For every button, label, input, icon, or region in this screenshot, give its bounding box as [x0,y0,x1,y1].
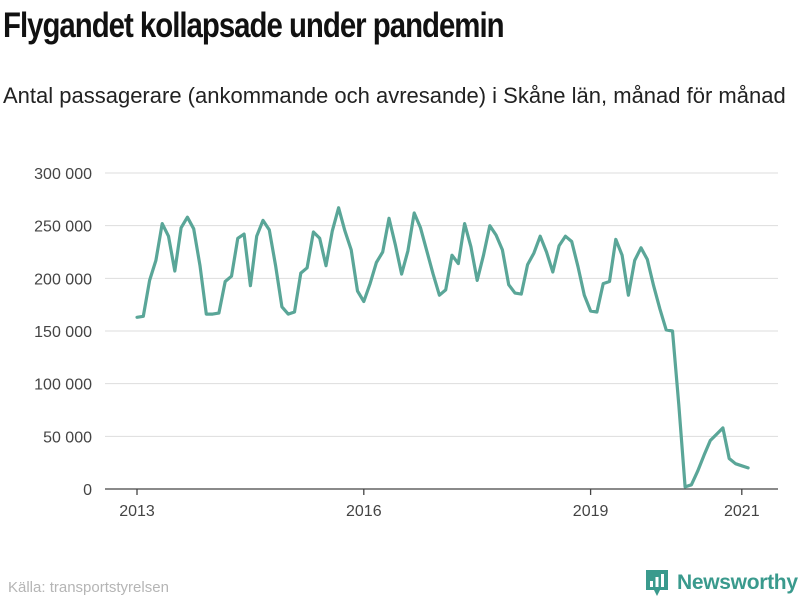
brand-name: Newsworthy [677,571,798,594]
x-tick-label: 2016 [346,503,382,520]
chart-subtitle: Antal passagerare (ankommande och avresa… [3,83,786,108]
newsworthy-icon [646,570,668,596]
x-axis-labels: 2013 2016 2019 2021 [119,503,759,520]
y-tick-label: 0 [83,482,92,499]
y-tick-label: 300 000 [34,166,92,183]
y-tick-label: 50 000 [43,429,92,446]
chart-title: Flygandet kollapsade under pandemin [3,6,505,45]
series-group [135,206,750,489]
x-tick-label: 2013 [119,503,155,520]
y-tick-label: 200 000 [34,271,92,288]
x-tick-label: 2021 [724,503,760,520]
y-tick-label: 100 000 [34,377,92,394]
y-axis-labels: 0 50 000 100 000 150 000 200 000 250 000 300 0… [34,166,92,499]
brand-logo: Newsworthy [644,568,798,598]
x-axis [105,488,778,495]
y-tick-label: 250 000 [34,219,92,236]
x-tick-label: 2019 [573,503,609,520]
y-tick-label: 150 000 [34,324,92,341]
series-line [135,206,750,489]
source-note: Källa: transportstyrelsen [8,579,169,596]
